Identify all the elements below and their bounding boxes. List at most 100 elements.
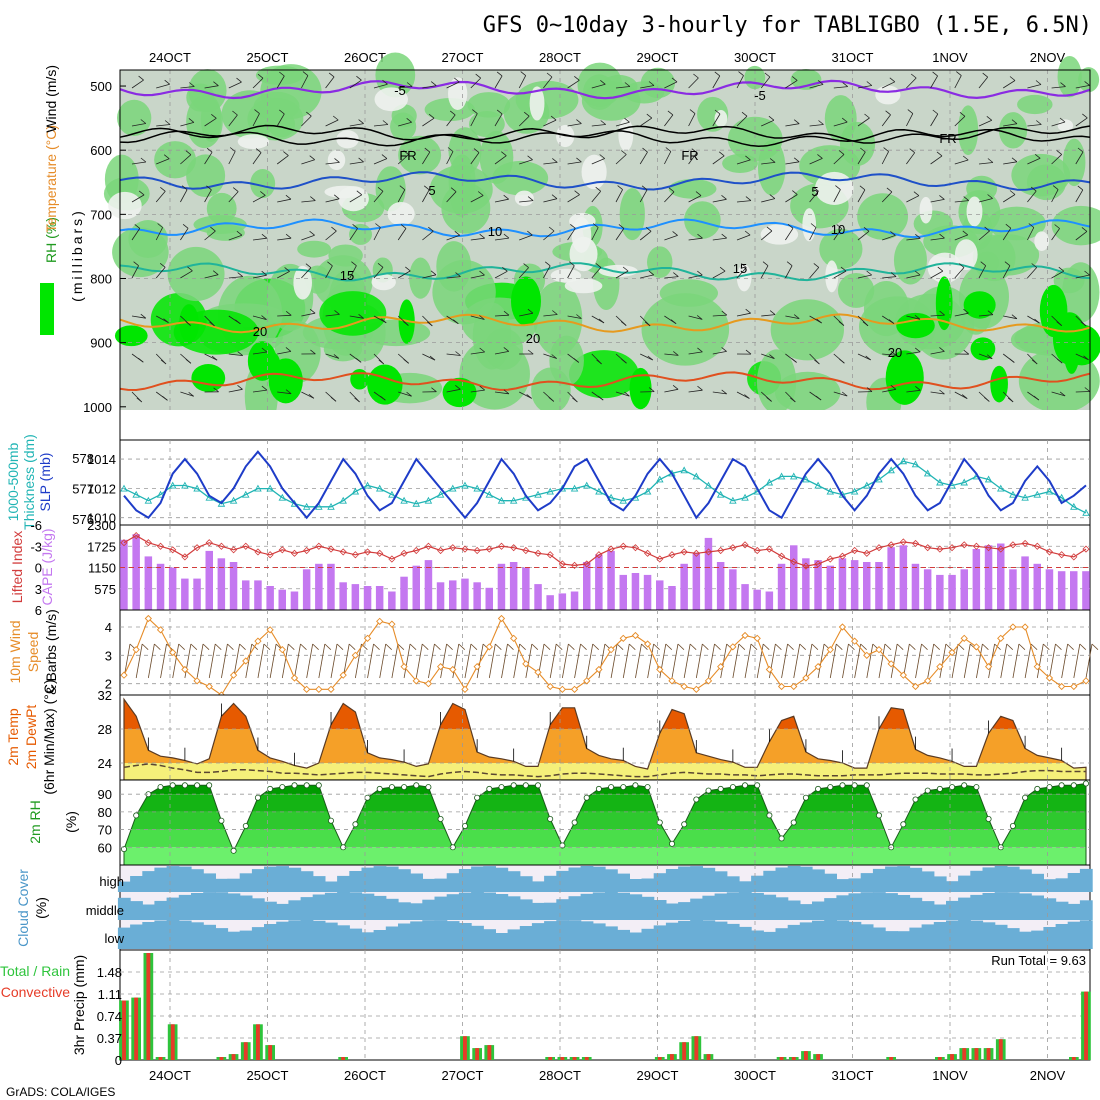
barb-feather [479,233,485,239]
barb-feather [503,194,509,200]
rh-point [206,782,213,789]
sfc-barb-feather [531,643,539,650]
barb-feather [647,355,654,361]
barb-feather [477,191,484,196]
sfc-barb-feather [1030,643,1038,650]
barb-feather [138,190,145,196]
barb-feather [1077,185,1084,191]
barb [785,228,794,241]
cloud-cell [763,870,777,892]
sfc-barb-feather [324,643,332,650]
barb-feather [1077,147,1084,153]
li-point [924,544,932,552]
barb-feather [670,319,677,325]
x-tick-top-29OCT: 29OCT [637,50,679,65]
barb-feather [862,321,869,327]
barb [180,391,194,397]
li-point [838,552,847,560]
barb-feather [576,119,582,124]
li-point [351,551,359,559]
barb-feather [479,347,485,353]
barb-feather [939,233,945,239]
x-tick-bottom-30OCT: 30OCT [734,1068,776,1083]
barb-feather [673,351,679,356]
cloud-cell [982,922,996,949]
barb-feather [914,270,921,276]
sfc-barb [586,643,594,679]
barb [809,84,824,89]
rh-point [827,784,834,791]
cloud-cell [799,904,813,920]
contour-label: -5 [394,83,406,98]
cloud-cell [763,894,777,920]
wind-point [960,634,968,642]
rh-blob [297,240,332,258]
barb-feather [352,223,358,229]
li-point [1070,553,1078,561]
barb-feather [620,321,627,326]
cloud-cell [885,866,898,892]
barb-feather [793,314,800,319]
cloud-cell [665,903,679,920]
barb-feather [963,308,969,314]
barb-feather [671,77,678,83]
barb-feather [689,109,696,114]
rh-point [376,785,383,792]
wind-point [156,626,165,634]
barb-feather [403,321,409,326]
wind-point [436,663,445,671]
rh-dry-blob [875,85,901,105]
wind-point [339,671,347,679]
sfc-barb [635,643,642,679]
wind-point [278,646,286,654]
barb-feather [624,117,630,123]
barb-feather [1009,358,1015,363]
barb-feather [769,194,776,199]
rh-band [124,783,1086,795]
barb [954,234,968,241]
barb [906,152,916,165]
cloud-cell [519,899,533,920]
rh-blob [128,220,168,258]
barb [664,151,672,165]
barb-feather [986,115,993,121]
precip-conv-bar [986,1048,991,1060]
barb-feather [406,117,412,123]
rh-blob [467,92,511,118]
rh-blob [998,112,1028,149]
sfc-barb-feather [714,643,721,650]
barb-feather [333,354,340,359]
thickness-point [509,496,518,504]
barb-feather [667,110,674,116]
li-point [546,551,554,559]
barb-feather [786,261,793,267]
thickness-point [704,481,713,489]
sfc-barb-feather [519,643,526,650]
cape-bar [558,593,567,610]
cape-bar [923,569,932,610]
cloud-cell [714,871,728,892]
rh-point [425,784,432,791]
cloud-cell [958,920,971,949]
rh-point [729,784,736,791]
cloud-cell [422,920,436,949]
cloud-cell [824,920,837,949]
sfc-barb-feather [750,643,758,650]
cloud-cell [702,895,716,920]
li-point [607,545,615,553]
barb-feather [377,186,384,192]
barb-feather [136,397,143,403]
cloud-cell [471,866,484,892]
rh-point [912,796,919,803]
barb [857,151,866,165]
barb [639,117,653,127]
thickness-point [595,487,603,495]
barb-feather [987,194,993,199]
cape-bar [400,576,408,610]
barb-feather [140,119,147,124]
thickness-point [400,496,408,504]
cloud-cell [690,866,703,892]
barb [252,351,267,355]
barb-feather [309,230,315,236]
sfc-barb-feather [434,643,441,650]
